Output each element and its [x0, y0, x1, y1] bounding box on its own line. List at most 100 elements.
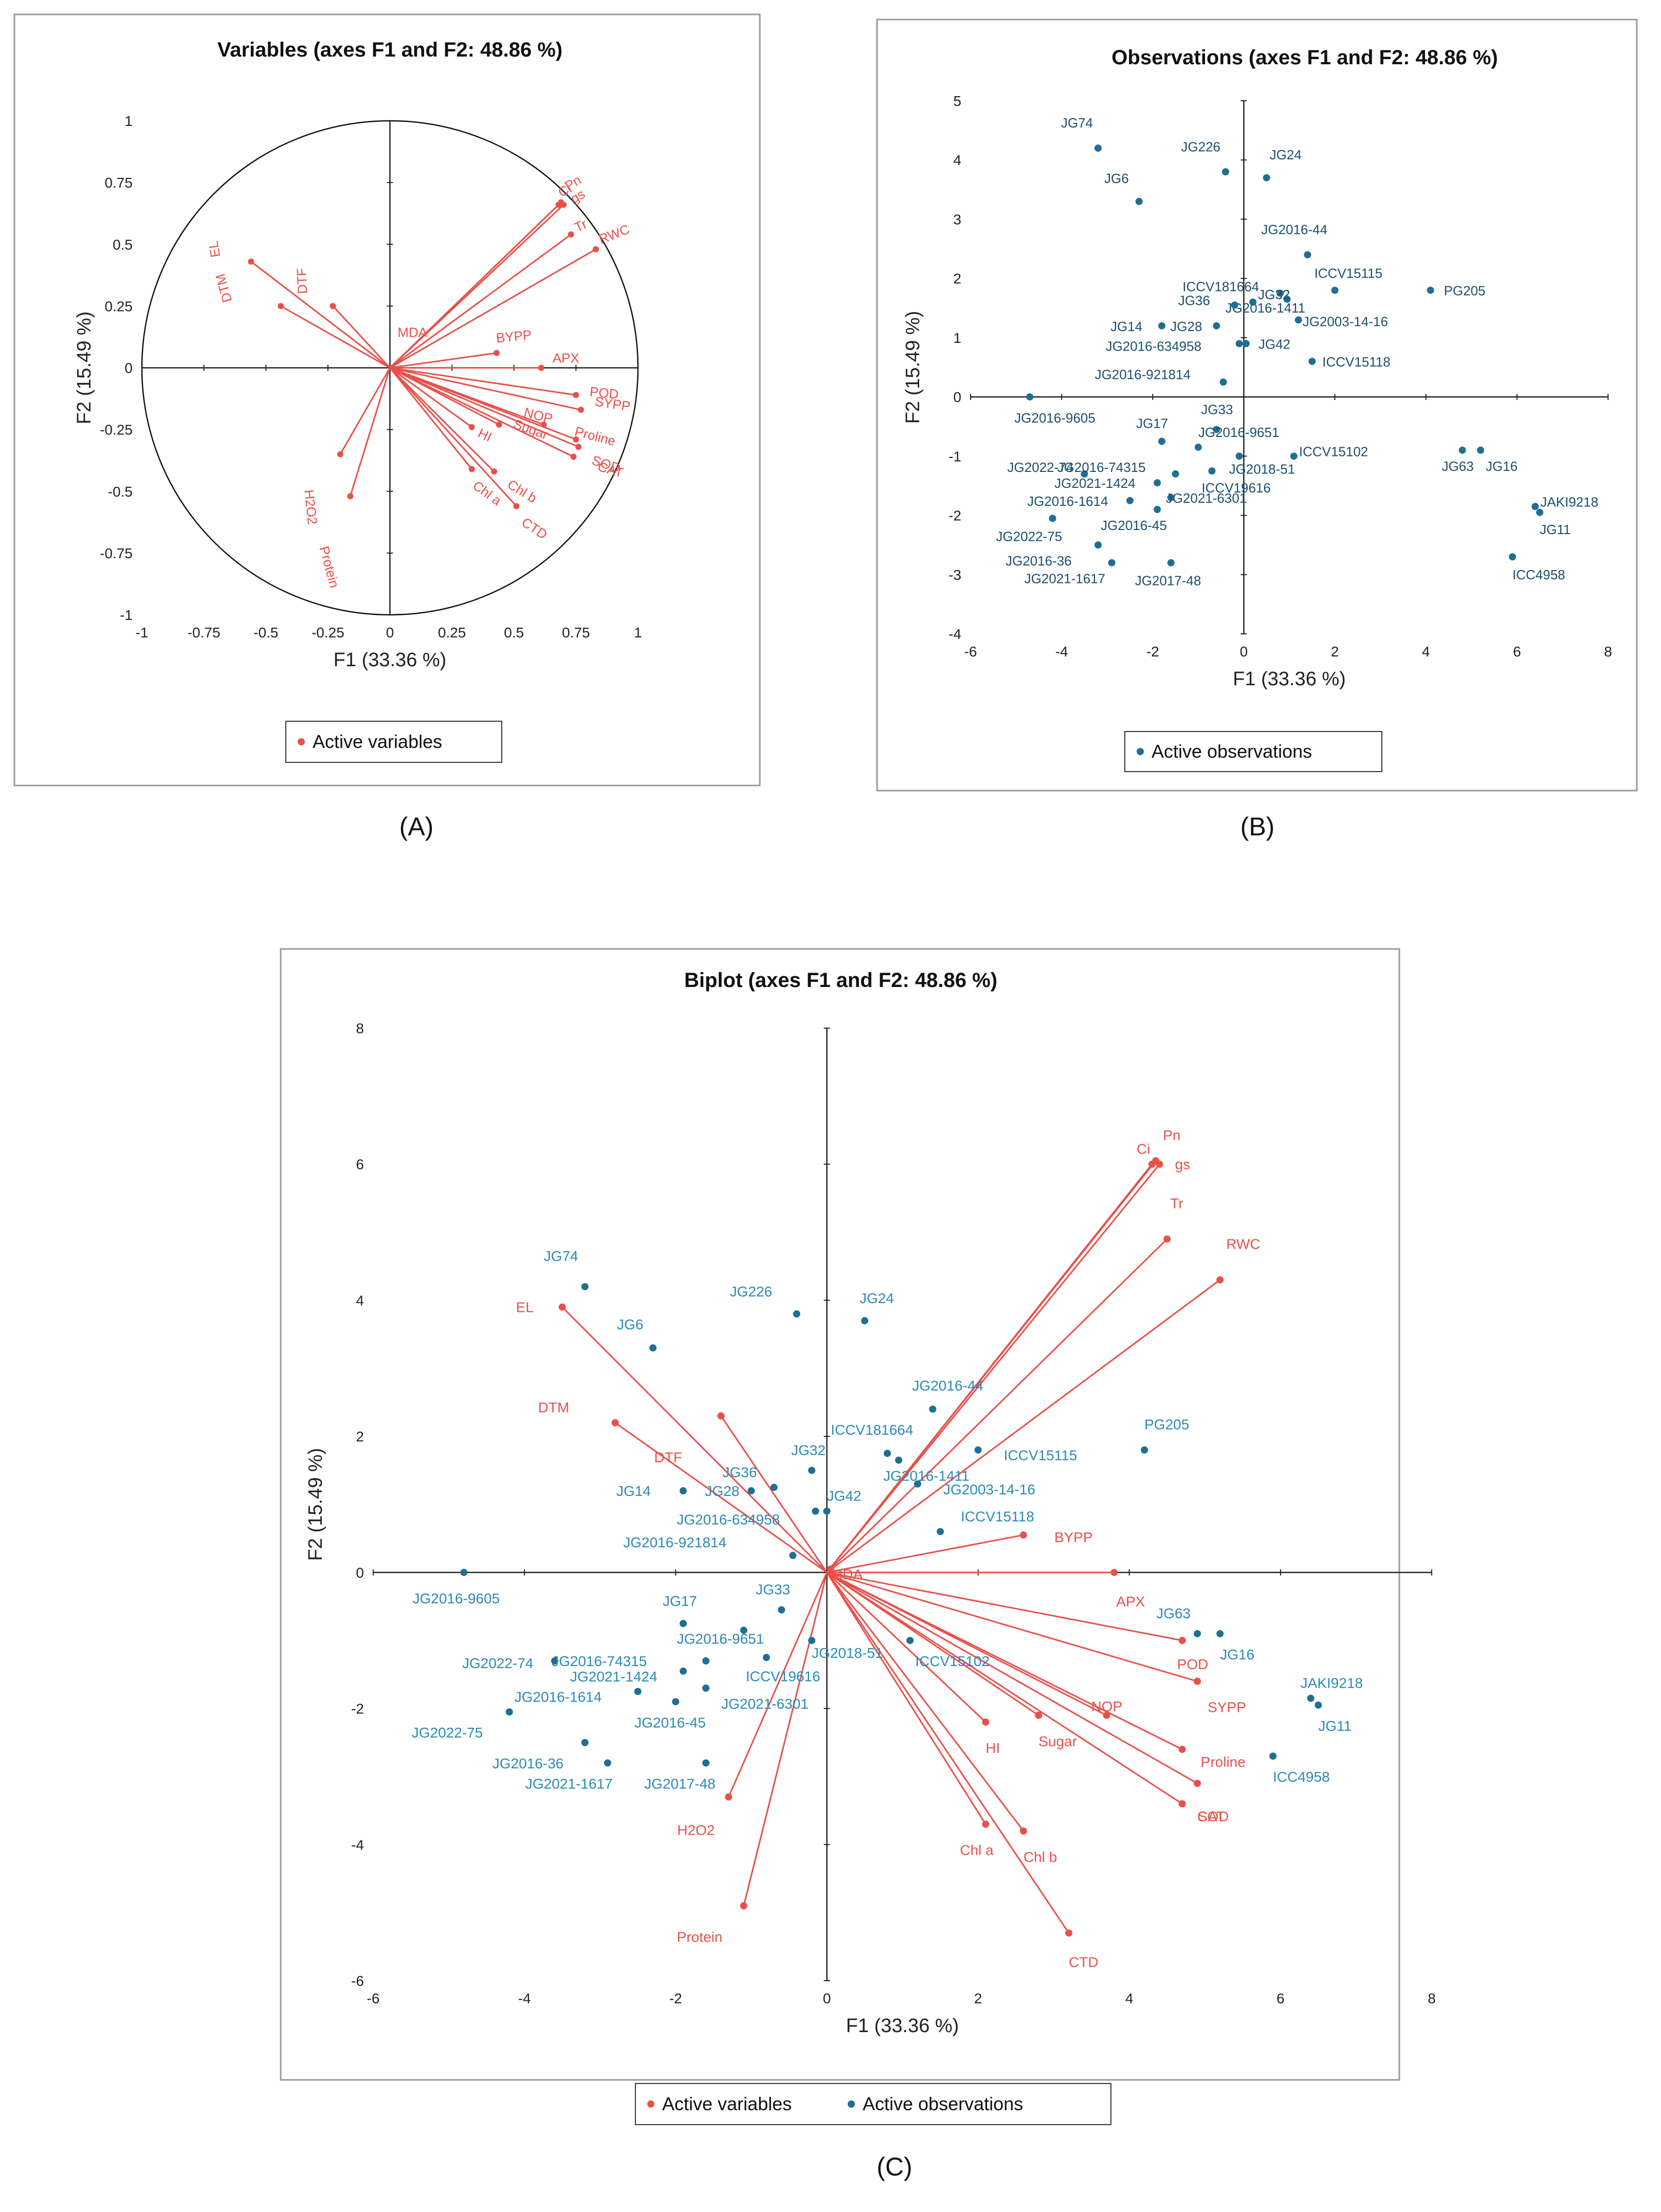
- observation-label-iccv19616: ICCV19616: [1201, 480, 1270, 496]
- panel-c-ytick-label: -6: [351, 1973, 364, 1989]
- panel-b-xtick-label: -2: [1146, 644, 1159, 660]
- panel-c-legend-box: [635, 2083, 1111, 2125]
- observation-label-iccv181664: ICCV181664: [1182, 279, 1259, 294]
- variable-vector-tr: [826, 1238, 1168, 1573]
- variable-label-ctd: CTD: [1069, 1954, 1099, 1970]
- variable-point-cat: [1194, 1780, 1201, 1787]
- observation-point-jg28: [1213, 322, 1220, 330]
- observation-label-jg33: JG33: [756, 1582, 790, 1598]
- observation-point-jg2016-44: [1304, 251, 1311, 259]
- variable-label-tr: Tr: [1170, 1195, 1183, 1211]
- observation-label-jg63: JG63: [1442, 459, 1474, 474]
- observation-label-jg74: JG74: [544, 1248, 578, 1264]
- observation-label-jg2016-74315: JG2016-74315: [1057, 460, 1146, 475]
- variable-point-hi: [982, 1719, 990, 1726]
- observation-point-jg2021-1424: [679, 1667, 687, 1675]
- observation-label-jg32: JG32: [1258, 287, 1290, 302]
- observation-label-jg28: JG28: [705, 1483, 739, 1499]
- observation-label-jg2016-921814: JG2016-921814: [1095, 367, 1191, 382]
- panel-c-ytick-label: 0: [356, 1565, 364, 1581]
- panel-b-ytick-label: -4: [948, 626, 961, 642]
- observation-point-iccv19616: [762, 1654, 770, 1661]
- variable-vector-protein: [349, 368, 391, 497]
- observation-label-jg2022-75: JG2022-75: [412, 1725, 483, 1741]
- panel-b-ytick-label: 0: [953, 389, 961, 405]
- observation-point-jg2016-921814: [789, 1551, 797, 1559]
- observation-point-jg2016-1411: [895, 1456, 903, 1464]
- observation-point-jg24: [1263, 174, 1270, 181]
- observation-point-jg14: [679, 1487, 687, 1495]
- variable-vector-bypp: [390, 352, 497, 369]
- observation-point-jg6: [1135, 197, 1143, 205]
- variable-label-h2o2: H2O2: [677, 1822, 715, 1838]
- variable-vector-chl-a: [826, 1572, 987, 1825]
- observation-point-jg2022-74: [1081, 470, 1088, 478]
- panel-c-xtick-label: 6: [1276, 1990, 1285, 2006]
- variable-vector-ctd: [389, 367, 517, 507]
- variable-point-sod: [1178, 1800, 1186, 1807]
- panel-b-ytick-label: 1: [953, 330, 961, 346]
- observation-label-jg2017-48: JG2017-48: [644, 1776, 716, 1791]
- observation-label-jg17: JG17: [663, 1593, 697, 1609]
- observation-label-iccv15115: ICCV15115: [1004, 1448, 1078, 1464]
- panel-c-xtick-label: -4: [518, 1990, 531, 2006]
- observation-label-jg2021-6301: JG2021-6301: [721, 1696, 809, 1712]
- observation-label-jg36: JG36: [722, 1464, 757, 1480]
- panel-b-xtick-label: -4: [1055, 644, 1068, 660]
- variable-point-el: [558, 1303, 566, 1311]
- observation-point-jg2016-45: [1154, 506, 1161, 514]
- observation-label-jg63: JG63: [1156, 1605, 1191, 1621]
- variable-point-ctd: [513, 503, 520, 509]
- panel-c-y-axis-label: F2 (15.49 %): [305, 1448, 326, 1561]
- variable-vector-h2o2: [727, 1572, 828, 1798]
- observation-label-jg2022-75: JG2022-75: [996, 528, 1062, 544]
- observation-point-jg2016-1614: [1126, 497, 1134, 504]
- variable-point-pod: [1178, 1637, 1186, 1644]
- variable-point-dtm: [611, 1419, 619, 1427]
- observation-label-iccv15118: ICCV15118: [961, 1508, 1034, 1524]
- observation-label-jg226: JG226: [1181, 139, 1220, 154]
- observation-label-jg33: JG33: [1201, 401, 1233, 417]
- variable-point-dtf: [330, 303, 336, 309]
- panel-a-xtick-label: 0.5: [504, 625, 524, 641]
- observation-point-jaki9218: [1531, 503, 1539, 510]
- observation-point-jg2018-51: [808, 1637, 816, 1644]
- observation-point-jaki9218: [1307, 1694, 1315, 1702]
- observation-point-jg2016-36: [581, 1739, 589, 1746]
- panel-c-xtick-label: 0: [823, 1990, 831, 2006]
- panel-c-frame: [280, 948, 1400, 2081]
- observation-label-pg205: PG205: [1144, 1417, 1189, 1433]
- observation-point-jg2018-51: [1235, 452, 1243, 460]
- variable-label-bypp: BYPP: [1054, 1529, 1093, 1545]
- observation-point-jg2016-74315: [1172, 470, 1179, 478]
- observation-point-iccv15118: [937, 1528, 944, 1535]
- observation-point-iccv15115: [1331, 286, 1339, 294]
- observation-label-jg74: JG74: [1061, 115, 1093, 131]
- variable-label-sugar: Sugar: [1038, 1733, 1077, 1749]
- variable-point-gs: [1156, 1160, 1163, 1168]
- panel-a-ytick-label: -0.75: [100, 545, 133, 561]
- panel-b-xtick-label: 8: [1604, 644, 1612, 660]
- variable-vector-gs: [389, 204, 564, 369]
- variable-label-cat: CAT: [1197, 1808, 1225, 1824]
- panel-a-title: Variables (axes F1 and F2: 48.86 %): [217, 39, 562, 61]
- panel-c-xtick-label: 2: [974, 1990, 982, 2006]
- observation-label-jg2016-74315: JG2016-74315: [552, 1653, 647, 1669]
- variable-vector-proline: [389, 367, 576, 441]
- variable-vector-pn: [826, 1160, 1157, 1573]
- observation-label-jg2022-74: JG2022-74: [1007, 460, 1073, 475]
- panel-a-xtick-label: -0.25: [312, 625, 344, 641]
- panel-b-y-axis-label: F2 (15.49 %): [902, 311, 924, 424]
- observation-label-jg24: JG24: [1270, 147, 1302, 162]
- variable-vector-sypp: [827, 1571, 1198, 1683]
- observation-point-jg17: [679, 1620, 687, 1628]
- observation-point-jg2016-9605: [460, 1568, 468, 1576]
- variable-point-nop: [1103, 1711, 1110, 1719]
- variable-point-proline: [1178, 1745, 1186, 1753]
- panel-c: Biplot (axes F1 and F2: 48.86 %) -6 -4 -2 0 2…: [305, 969, 1436, 2181]
- variable-vector-hi: [389, 367, 472, 428]
- variable-vector-sugar: [389, 367, 500, 426]
- observation-point-jg11: [1315, 1701, 1322, 1709]
- observation-label-jg6: JG6: [617, 1317, 643, 1332]
- variable-label-hi: HI: [985, 1740, 1000, 1756]
